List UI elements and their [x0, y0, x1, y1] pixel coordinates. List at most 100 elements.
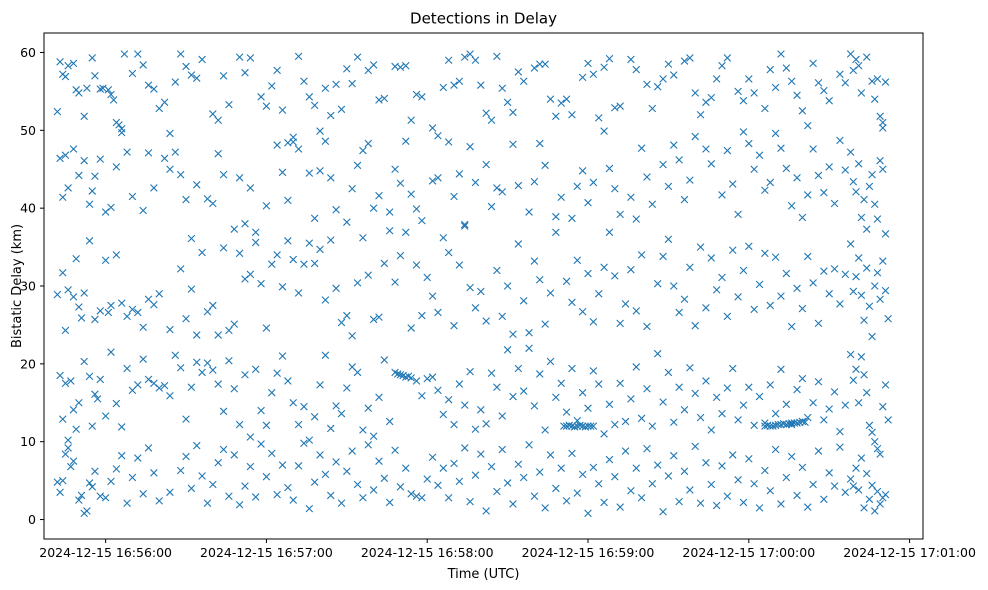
detection-point — [782, 473, 791, 482]
detection-point — [868, 481, 876, 490]
detection-point — [391, 165, 399, 174]
detection-point — [745, 75, 753, 83]
detection-point — [477, 81, 485, 89]
detection-point — [466, 50, 474, 58]
detection-point — [139, 490, 147, 498]
detection-point — [702, 458, 710, 467]
detection-point — [849, 177, 858, 186]
detection-point — [552, 228, 560, 237]
detection-point — [535, 139, 544, 148]
detection-point — [849, 376, 858, 384]
detection-point — [305, 239, 314, 247]
detection-point — [876, 156, 884, 165]
detection-point — [268, 388, 276, 397]
detection-point — [734, 293, 742, 301]
detection-point — [83, 84, 91, 93]
detection-point — [594, 114, 603, 122]
detection-point — [209, 366, 217, 374]
detection-point — [541, 161, 549, 170]
detection-point — [868, 332, 876, 341]
detection-point — [326, 174, 335, 182]
detection-point — [830, 482, 839, 490]
detection-point — [611, 272, 619, 280]
detection-point — [809, 59, 817, 68]
detection-point — [509, 108, 517, 117]
detection-point — [396, 179, 405, 188]
detection-point — [246, 270, 255, 279]
detection-point — [278, 106, 287, 114]
detection-point — [589, 463, 598, 472]
y-tick-label: 40 — [20, 201, 36, 216]
detection-point — [632, 307, 641, 315]
detection-point — [509, 140, 517, 149]
detection-point — [573, 256, 582, 265]
detection-point — [128, 192, 137, 201]
detection-point — [664, 60, 673, 68]
detection-point — [230, 384, 239, 393]
detection-point — [541, 504, 549, 512]
detection-point — [814, 171, 823, 180]
detection-point — [680, 467, 689, 476]
detection-point — [171, 148, 180, 156]
detection-point — [337, 499, 346, 507]
detection-point — [444, 56, 453, 65]
detection-point — [284, 377, 292, 385]
detection-point — [262, 324, 271, 332]
detection-point — [209, 301, 217, 310]
detection-point — [439, 464, 448, 472]
detection-point — [686, 363, 694, 372]
detection-point — [627, 265, 635, 274]
chart-title: Detections in Delay — [410, 10, 557, 28]
detection-point — [56, 58, 64, 66]
detection-point — [117, 423, 126, 431]
detection-point — [643, 444, 651, 453]
detection-point — [798, 107, 807, 115]
detection-point — [160, 98, 169, 107]
detection-point — [375, 96, 383, 104]
detection-point — [80, 112, 88, 121]
detection-point — [466, 497, 474, 506]
detection-point — [198, 368, 206, 377]
detection-point — [380, 94, 389, 103]
detection-point — [203, 359, 212, 367]
detection-point — [359, 146, 367, 155]
detection-point — [696, 243, 705, 251]
detection-point — [854, 398, 863, 407]
detection-point — [793, 491, 801, 500]
detection-point — [873, 215, 882, 223]
detection-point — [680, 405, 689, 414]
detection-point — [150, 85, 158, 93]
detection-point — [348, 447, 356, 455]
detection-point — [723, 384, 732, 392]
detection-point — [852, 55, 860, 64]
detection-point — [509, 392, 517, 401]
detection-point — [155, 497, 164, 505]
detection-point — [412, 492, 421, 500]
y-tick-label: 0 — [28, 512, 36, 527]
detection-point — [546, 289, 555, 297]
detection-point — [412, 90, 421, 99]
detection-point — [793, 419, 801, 427]
detection-point — [787, 419, 796, 427]
detection-point — [535, 275, 544, 284]
detection-point — [316, 166, 324, 175]
detection-point — [219, 244, 228, 252]
detection-point — [718, 191, 726, 199]
detection-point — [653, 82, 662, 91]
detection-point — [777, 144, 785, 153]
detection-point — [134, 50, 142, 58]
detection-point — [712, 75, 721, 83]
detection-point — [80, 357, 88, 366]
detection-point — [568, 364, 576, 373]
detection-point — [865, 421, 874, 430]
detection-point — [353, 480, 362, 489]
detection-point — [241, 219, 249, 228]
detection-point — [702, 377, 710, 385]
detection-point — [353, 161, 362, 170]
detection-point — [230, 225, 239, 233]
detection-point — [482, 317, 490, 325]
detection-point — [72, 254, 80, 263]
detection-point — [860, 504, 868, 512]
detection-point — [862, 225, 871, 233]
detection-point — [67, 462, 75, 471]
